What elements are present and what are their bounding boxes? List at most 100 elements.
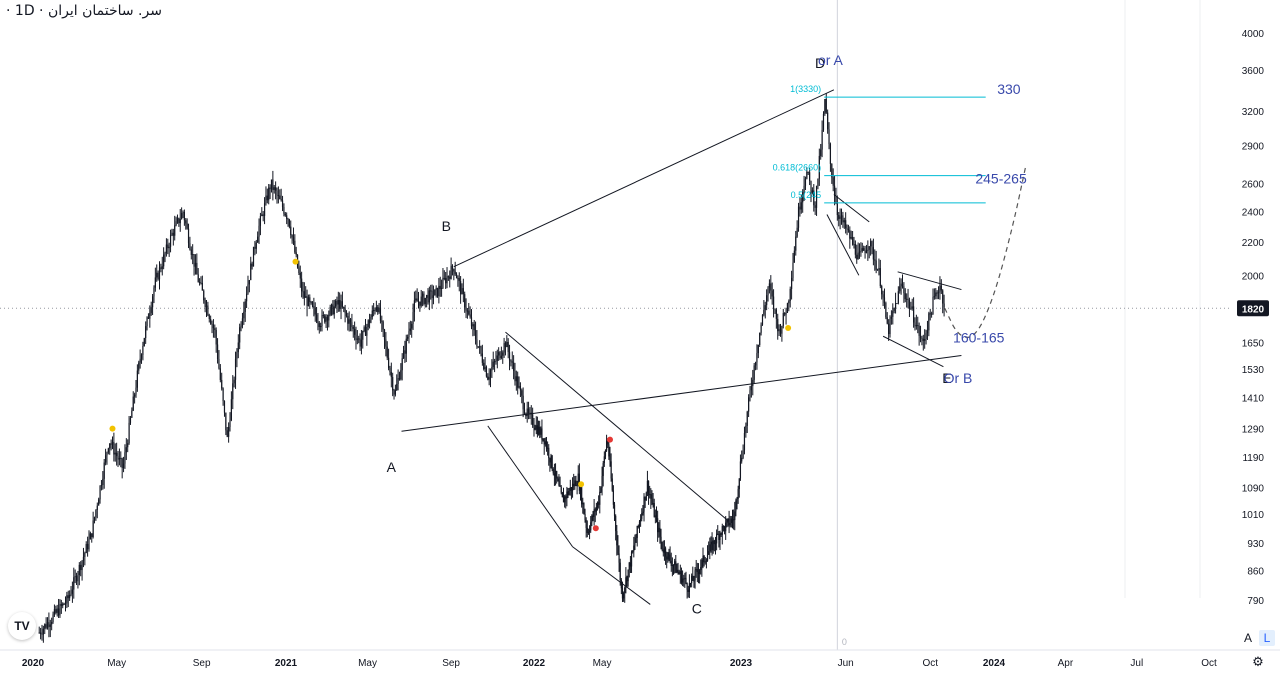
candle-body	[324, 315, 326, 322]
candle	[727, 518, 729, 527]
candle	[280, 188, 282, 202]
candle	[469, 306, 471, 319]
candle-body	[223, 400, 226, 413]
candle-body	[243, 311, 245, 319]
candle	[341, 291, 343, 309]
candle	[735, 498, 737, 517]
candle	[411, 321, 413, 338]
candle	[633, 536, 635, 558]
candle	[69, 590, 71, 601]
candle-body	[196, 262, 198, 275]
gear-icon[interactable]: ⚙	[1252, 654, 1264, 669]
candle	[259, 212, 262, 236]
candle	[890, 310, 893, 325]
candle-body	[756, 353, 758, 363]
time-tick-label: Sep	[193, 658, 211, 669]
candle	[102, 471, 104, 490]
candle-body	[743, 433, 746, 451]
candle	[861, 242, 863, 253]
candle	[504, 341, 507, 356]
candle	[661, 541, 663, 552]
candle-body	[904, 293, 906, 300]
candle	[767, 286, 769, 302]
candle-body	[532, 414, 534, 426]
candle	[179, 208, 181, 232]
candle	[784, 312, 786, 317]
candle-body	[763, 309, 765, 315]
candle	[93, 516, 96, 524]
candle-body	[299, 272, 301, 279]
candle-body	[52, 614, 54, 623]
candle-body	[211, 323, 213, 325]
candle-body	[366, 326, 368, 336]
candle	[442, 268, 444, 289]
candle	[277, 186, 279, 204]
price-tick-label: 1650	[1242, 339, 1265, 350]
candle-body	[815, 186, 818, 208]
candle-body	[543, 438, 545, 445]
candle	[836, 195, 838, 221]
candle	[243, 301, 245, 325]
candle-body	[394, 390, 396, 395]
candle-body	[646, 480, 649, 493]
candle	[214, 324, 216, 338]
candle	[481, 344, 483, 366]
candle-body	[723, 526, 726, 532]
candle-body	[402, 350, 405, 359]
candle	[111, 436, 114, 450]
auto-scale-button[interactable]: A	[1243, 631, 1252, 645]
candle-body	[510, 360, 512, 362]
candle	[688, 574, 690, 599]
candle	[124, 444, 126, 469]
candle	[491, 359, 493, 379]
candle	[892, 303, 894, 325]
candle	[453, 268, 455, 281]
candle-body	[566, 491, 568, 499]
candle	[586, 520, 588, 538]
price-tick-label: 1530	[1242, 365, 1265, 376]
candle-body	[661, 541, 663, 550]
candle-body	[416, 298, 418, 302]
candle	[592, 510, 594, 522]
candle-body	[343, 306, 345, 309]
candle	[472, 322, 474, 337]
candle	[421, 291, 424, 307]
candle	[754, 361, 757, 371]
candle	[322, 311, 324, 319]
candle	[263, 197, 266, 225]
candle	[641, 508, 643, 522]
candle	[684, 572, 686, 588]
price-axis-group: 4000 3600 3200 2900 2600 2400 2200 2000 1650 1530…	[1242, 29, 1265, 607]
candle	[535, 416, 537, 435]
candle-body	[695, 569, 697, 571]
candle	[236, 348, 238, 368]
candle-body	[558, 480, 560, 486]
candle	[301, 271, 303, 298]
candle-body	[851, 237, 854, 245]
candle-body	[78, 564, 80, 576]
log-scale-button[interactable]: L	[1259, 630, 1275, 646]
candle	[169, 229, 172, 253]
candle-body	[803, 185, 805, 192]
candle	[821, 120, 823, 158]
candle	[599, 485, 601, 514]
candle	[473, 319, 475, 336]
candle-body	[536, 425, 539, 435]
tradingview-logo-icon[interactable]: TV	[8, 612, 36, 640]
candle-body	[91, 533, 93, 537]
signal-marker-1	[292, 258, 299, 265]
candle-body	[120, 457, 122, 459]
candle	[807, 171, 809, 175]
candle	[181, 207, 183, 220]
price-tick-label: 930	[1247, 539, 1264, 550]
candle-body	[440, 287, 443, 289]
candle-body	[761, 314, 764, 325]
candle	[329, 304, 331, 317]
candle-body	[46, 622, 49, 628]
candle-body	[901, 283, 904, 287]
candle	[574, 476, 576, 490]
candle	[533, 417, 535, 437]
candle-body	[236, 352, 238, 359]
